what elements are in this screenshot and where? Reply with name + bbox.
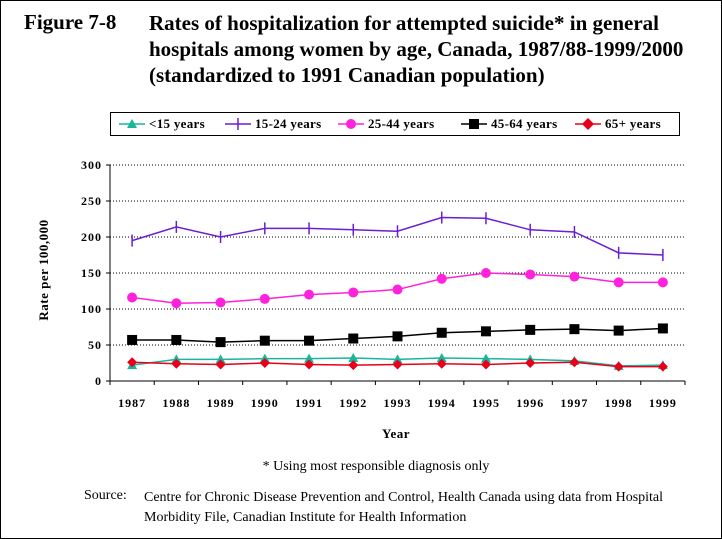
data-point: [215, 337, 226, 348]
x-tick-label: 1992: [339, 396, 367, 410]
data-point: [392, 359, 403, 370]
legend-label: <15 years: [149, 116, 205, 131]
data-point: [657, 323, 668, 334]
circle-marker-icon: [338, 119, 364, 129]
data-point: [259, 293, 270, 304]
data-point: [436, 358, 447, 369]
data-point: [436, 273, 447, 284]
data-point: [215, 354, 226, 364]
y-tick-label: 100: [81, 302, 102, 316]
data-point: [613, 361, 624, 372]
footnote: * Using most responsible diagnosis only: [262, 459, 490, 474]
data-point: [480, 353, 491, 363]
data-point: [348, 287, 359, 298]
data-point: [613, 277, 624, 288]
x-axis-title: Year: [382, 426, 410, 441]
y-tick-label: 0: [95, 374, 102, 388]
data-point: [127, 334, 138, 345]
line-chart: 0 50 100 150 200 250 300 1987 1988 1989 1990 1991 19…: [81, 158, 686, 410]
figure-number: Figure 7-8: [24, 10, 117, 34]
data-point: [657, 361, 668, 372]
x-tick-label: 1998: [605, 396, 633, 410]
y-tick-label: 250: [81, 194, 102, 208]
square-marker-icon: [461, 119, 487, 129]
x-tick-label: 1995: [472, 396, 500, 410]
data-point: [480, 359, 491, 370]
x-tick-label: 1996: [516, 396, 544, 410]
x-tick-label: 1993: [384, 396, 412, 410]
data-point: [480, 268, 491, 278]
data-point: [215, 297, 226, 308]
legend-label: 25-44 years: [368, 116, 435, 131]
y-tick-label: 300: [81, 158, 102, 172]
chart-legend: <15 years 15-24 years 25-44 years 45-64 …: [110, 112, 680, 136]
x-tick-label: 1991: [295, 396, 323, 410]
data-point: [348, 360, 359, 371]
x-tick-label: 1987: [118, 396, 146, 410]
data-point: [525, 358, 536, 368]
data-point: [569, 324, 580, 335]
data-point: [392, 354, 403, 364]
data-point: [304, 353, 315, 363]
diamond-marker-icon: [575, 118, 601, 130]
data-point: [127, 357, 138, 368]
y-tick-label: 150: [81, 266, 102, 280]
data-point: [392, 331, 403, 342]
legend-label: 65+ years: [605, 116, 661, 131]
data-point: [525, 324, 536, 335]
x-tick-label: 1999: [649, 396, 677, 410]
x-tick-label: 1990: [251, 396, 279, 410]
source-label: Source:: [84, 488, 127, 503]
y-tick-label: 200: [81, 230, 102, 244]
legend-label: 15-24 years: [255, 116, 322, 131]
data-point: [480, 326, 491, 337]
source-text: Centre for Chronic Disease Prevention an…: [144, 490, 664, 525]
data-point: [657, 277, 668, 288]
plus-marker-icon: [225, 118, 251, 130]
data-point: [348, 352, 359, 362]
data-point: [171, 358, 182, 369]
data-point: [569, 357, 580, 368]
data-point: [171, 298, 182, 309]
data-point: [525, 269, 536, 280]
data-point: [436, 352, 447, 362]
data-point: [171, 334, 182, 345]
legend-label: 45-64 years: [491, 116, 558, 131]
y-tick-label: 50: [88, 338, 102, 352]
data-point: [259, 335, 270, 346]
x-tick-label: 1988: [162, 396, 190, 410]
data-point: [127, 292, 138, 303]
data-point: [613, 325, 624, 336]
data-point: [259, 358, 270, 368]
x-tick-label: 1989: [207, 396, 235, 410]
data-point: [569, 271, 580, 282]
data-point: [304, 289, 315, 300]
data-point: [215, 359, 226, 370]
figure-title: Rates of hospitalization for attempted s…: [149, 11, 684, 87]
data-point: [304, 335, 315, 346]
triangle-marker-icon: [119, 119, 145, 128]
data-point: [304, 359, 315, 370]
data-point: [392, 284, 403, 295]
x-tick-label: 1994: [428, 396, 456, 410]
data-point: [348, 333, 359, 344]
data-point: [436, 327, 447, 338]
x-tick-label: 1997: [560, 396, 588, 410]
